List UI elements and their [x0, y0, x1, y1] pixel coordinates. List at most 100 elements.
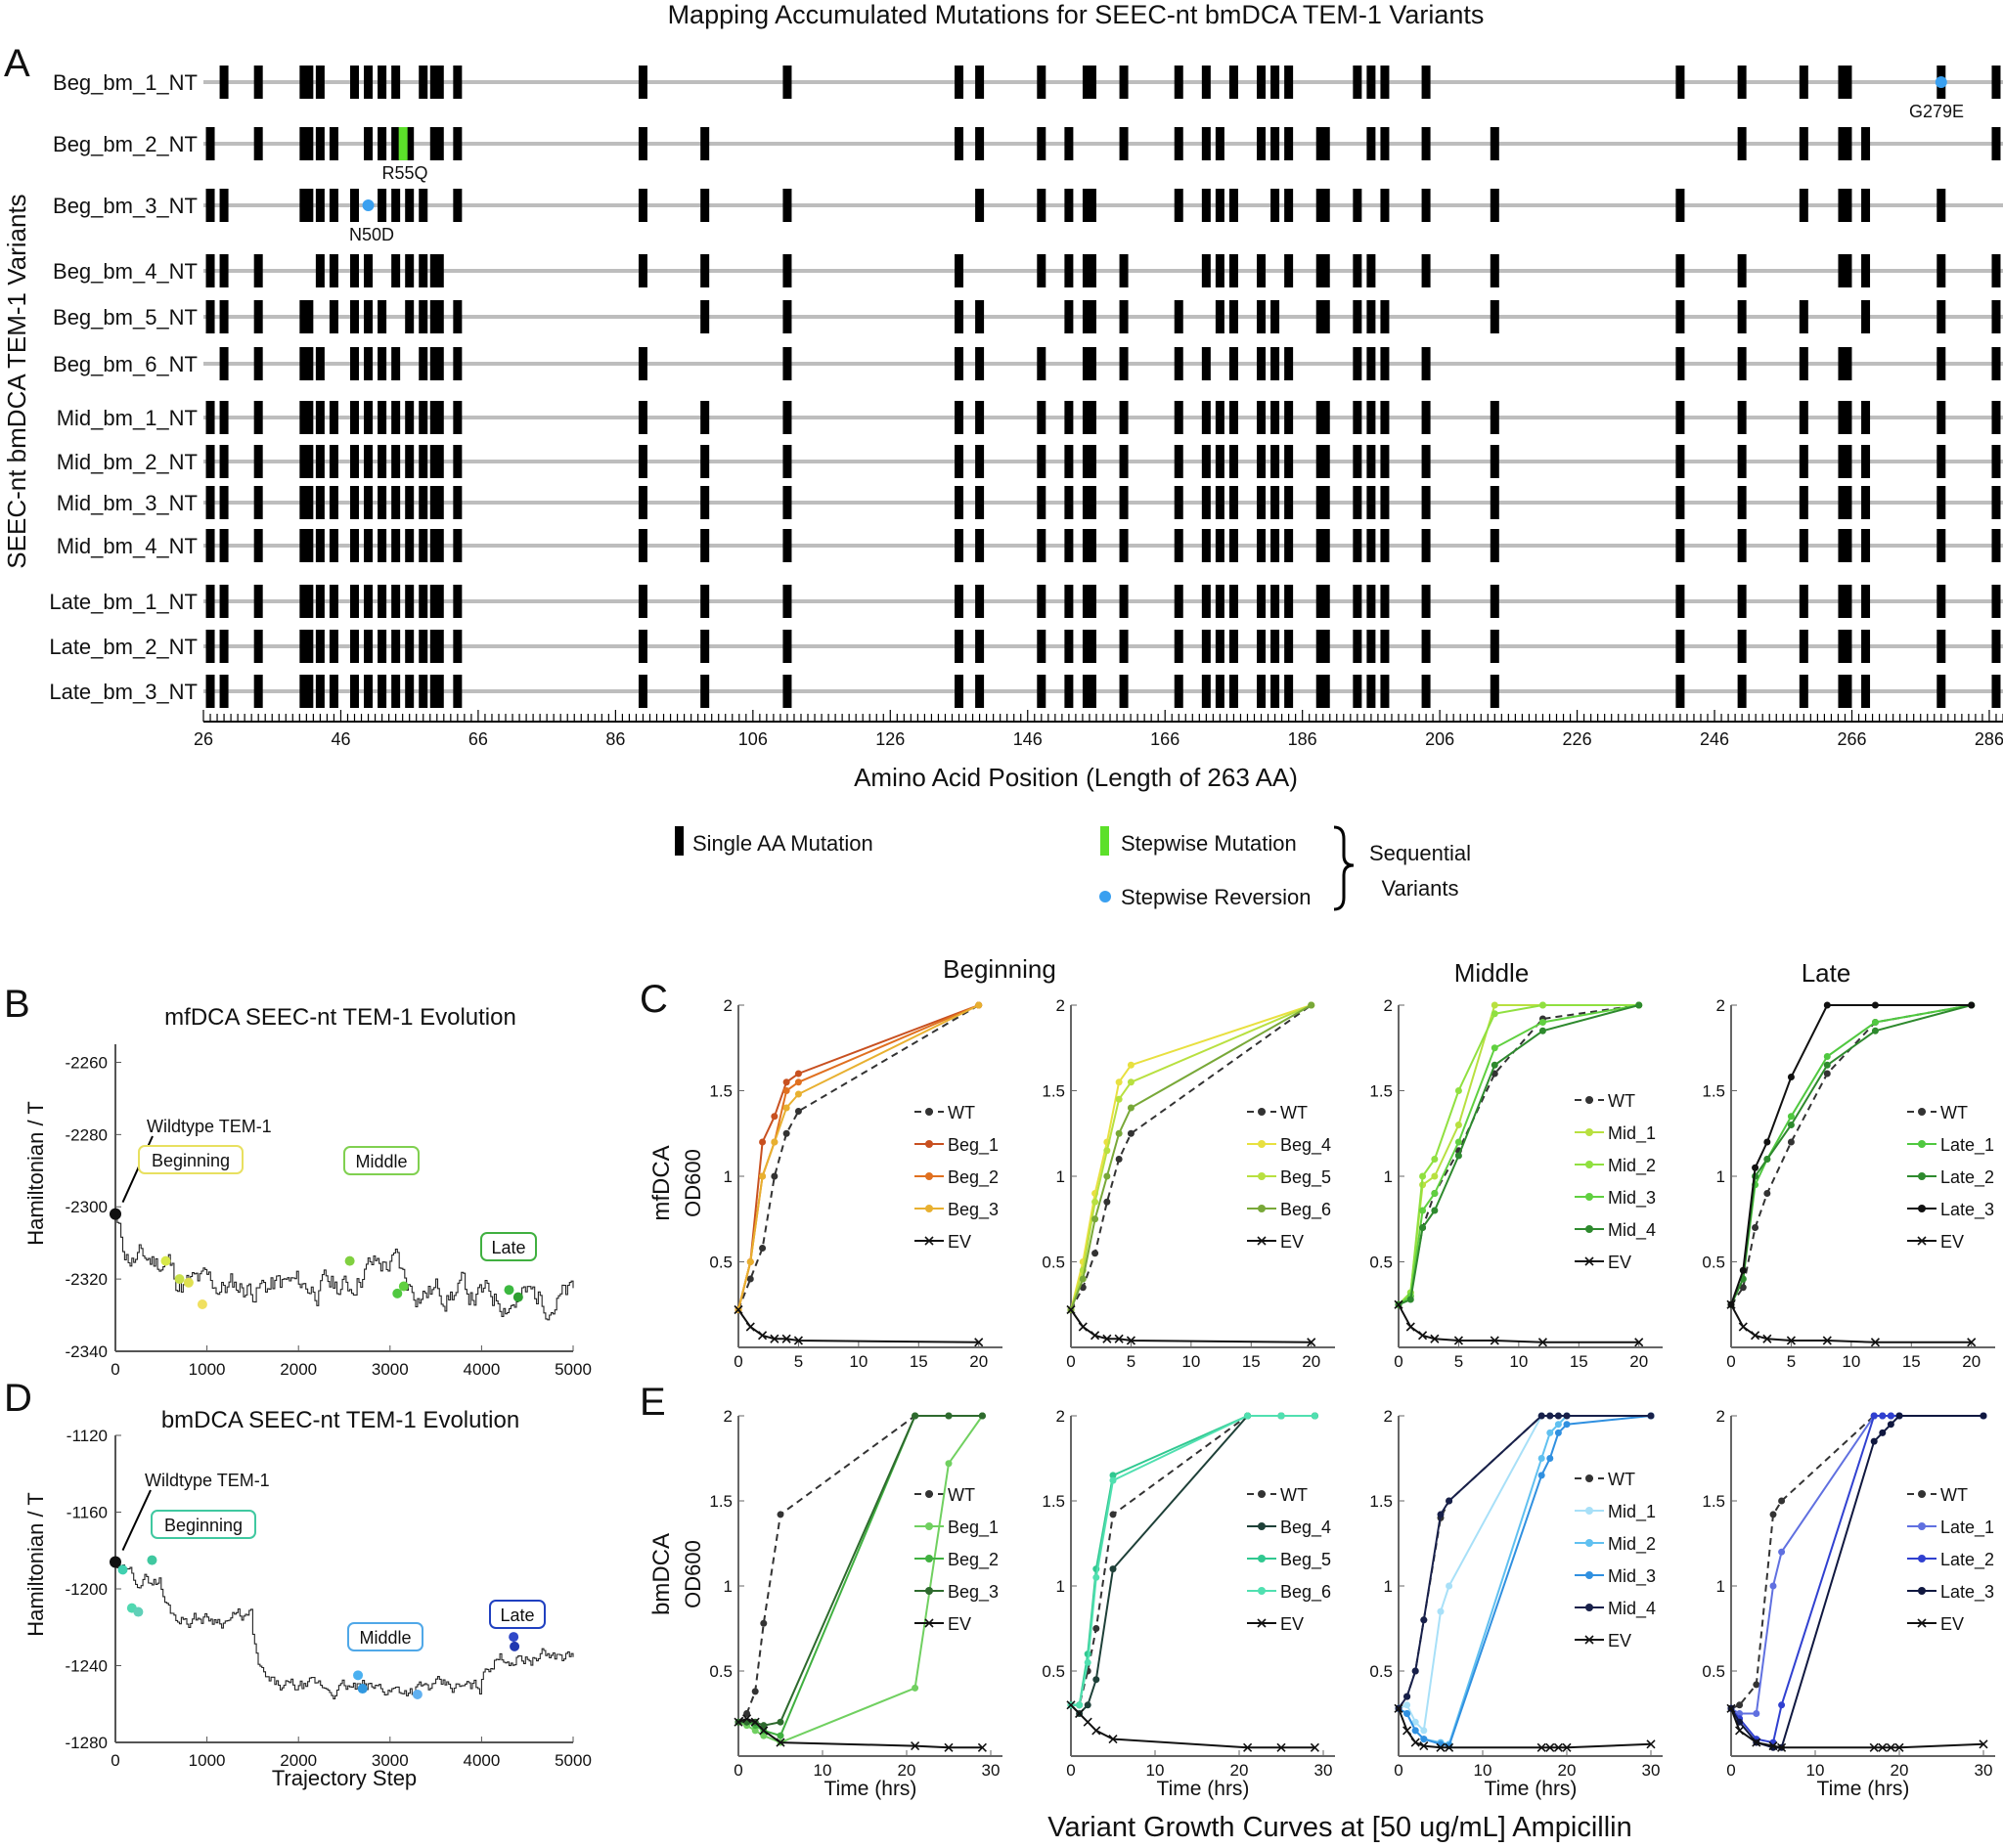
x-tick-label: 5000 — [555, 1751, 592, 1770]
mutation-mark — [1936, 585, 1946, 618]
data-point — [1420, 1727, 1428, 1735]
data-point — [1537, 1338, 1547, 1347]
mutation-mark — [1366, 300, 1376, 333]
mutation-mark — [1284, 347, 1294, 380]
mutation-mark — [1064, 254, 1074, 287]
mutation-mark — [1353, 630, 1362, 663]
data-point — [1403, 1710, 1411, 1717]
panel-a-title: Mapping Accumulated Mutations for SEEC-n… — [668, 0, 1485, 29]
mutation-mark — [350, 630, 360, 663]
mutation-mark — [1270, 127, 1280, 160]
mutation-mark — [329, 630, 338, 663]
mutation-mark — [1119, 445, 1129, 478]
mutation-row: Beg_bm_6_NT — [53, 347, 2003, 380]
mutation-mark — [1201, 675, 1211, 708]
energy-trace — [115, 1561, 574, 1699]
data-point — [760, 1722, 768, 1730]
mutation-mark — [419, 347, 428, 380]
data-point — [1108, 1735, 1118, 1744]
mutation-mark — [1421, 529, 1431, 562]
mutation-mark — [350, 445, 360, 478]
legend-marker — [1584, 1635, 1594, 1645]
legend-marker — [1258, 1522, 1266, 1530]
data-point — [777, 1718, 784, 1726]
mutation-mark — [1838, 675, 1852, 708]
mutation-mark — [1037, 127, 1046, 160]
mutation-mark — [1064, 486, 1074, 519]
mutation-mark — [1936, 401, 1946, 434]
mutation-mark — [1380, 630, 1390, 663]
mutation-mark — [1174, 127, 1183, 160]
mutation-mark — [253, 529, 263, 562]
mutation-mark — [1353, 445, 1362, 478]
panel-c-label: C — [640, 978, 668, 1021]
mutation-mark — [391, 347, 401, 380]
data-point — [1752, 1224, 1759, 1231]
series-line — [737, 1308, 979, 1343]
mutation-mark — [1380, 401, 1390, 434]
data-point — [1066, 1304, 1076, 1315]
mutation-mark — [975, 347, 985, 380]
legend-label: Mid_2 — [1608, 1534, 1656, 1555]
mutation-mark — [391, 486, 401, 519]
stage-tag-label: Late — [500, 1606, 534, 1625]
mutation-mark — [1228, 401, 1238, 434]
mutation-mark — [975, 486, 985, 519]
data-point — [771, 1113, 779, 1121]
data-point — [1310, 1742, 1319, 1752]
mutation-mark — [1270, 401, 1280, 434]
mutation-mark — [1421, 66, 1431, 99]
mutation-row: Mid_bm_3_NT — [57, 486, 2003, 519]
panel-a-label: A — [4, 42, 30, 85]
legend-label: WT — [1280, 1103, 1308, 1122]
variant-point — [412, 1689, 423, 1699]
data-point — [1787, 1122, 1795, 1128]
data-point — [1646, 1739, 1656, 1749]
y-tick-label: 1 — [1716, 1577, 1725, 1596]
mutation-mark — [299, 66, 314, 99]
mutation-mark — [419, 66, 428, 99]
legend-marker — [1258, 1490, 1266, 1498]
mutation-mark — [1064, 675, 1074, 708]
y-tick-label: -2300 — [66, 1198, 108, 1216]
variant-label: Late_bm_1_NT — [49, 590, 198, 614]
mutation-mark — [1228, 675, 1238, 708]
series-line — [1398, 1303, 1639, 1343]
stage-tag — [138, 1145, 244, 1174]
legend-marker — [1917, 1618, 1927, 1628]
mutation-mark — [1675, 66, 1685, 99]
mutation-mark — [391, 585, 401, 618]
data-point — [1546, 1429, 1554, 1436]
legend-label: Beg_1 — [948, 1518, 999, 1538]
mutation-mark — [350, 401, 360, 434]
mutation-mark — [299, 529, 314, 562]
mutation-mark — [1315, 445, 1330, 478]
mutation-mark — [1201, 585, 1211, 618]
variant-point — [133, 1606, 144, 1617]
mutation-mark — [1228, 529, 1238, 562]
legend-label: EV — [1940, 1614, 1964, 1634]
mutation-mark — [453, 347, 463, 380]
mutation-mark — [638, 630, 647, 663]
mutation-mark — [315, 585, 325, 618]
data-point — [1546, 1412, 1554, 1420]
mutation-mark — [1490, 189, 1499, 222]
mutation-mark — [419, 189, 428, 222]
series-line — [737, 1004, 980, 1310]
mutation-mark — [364, 529, 374, 562]
mutation-mark — [315, 675, 325, 708]
legend-marker — [925, 1205, 933, 1212]
legend-label: Beg_2 — [948, 1550, 999, 1570]
mutation-mark — [1936, 189, 1946, 222]
mutation-mark — [315, 127, 325, 160]
mutation-mark — [350, 66, 360, 99]
mutation-mark — [429, 127, 444, 160]
mutation-mark — [1366, 445, 1376, 478]
x-tick-label: 0 — [1394, 1761, 1402, 1780]
mutation-mark — [1936, 347, 1946, 380]
mutation-mark — [1270, 445, 1280, 478]
mutation-mark — [1201, 529, 1211, 562]
mutation-mark — [1174, 486, 1183, 519]
mutation-mark — [405, 254, 415, 287]
